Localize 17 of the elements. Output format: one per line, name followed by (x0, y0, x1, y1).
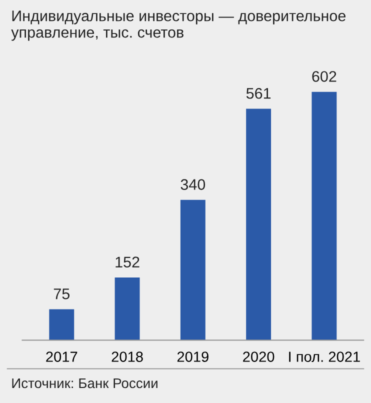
data-label: 340 (180, 179, 206, 190)
x-tick-label: 2019 (177, 352, 208, 362)
bar (246, 108, 272, 340)
bar (312, 92, 337, 340)
bar (49, 309, 74, 340)
x-tick-label: 2018 (112, 352, 143, 362)
data-label: 75 (54, 288, 70, 300)
x-tick-label: 2017 (46, 352, 78, 362)
bar (180, 200, 206, 340)
chart-title: Индивидуальные инвесторы — доверительное управление, тыс. счетов (11, 10, 346, 41)
bar (114, 277, 140, 340)
data-label: 602 (312, 71, 336, 82)
x-tick-label: 2020 (243, 352, 274, 362)
x-tick-label: I пол. 2021 (289, 352, 360, 362)
data-label: 152 (116, 256, 140, 268)
text: Источник: Банк России (12, 378, 158, 388)
data-label: 561 (246, 88, 271, 99)
